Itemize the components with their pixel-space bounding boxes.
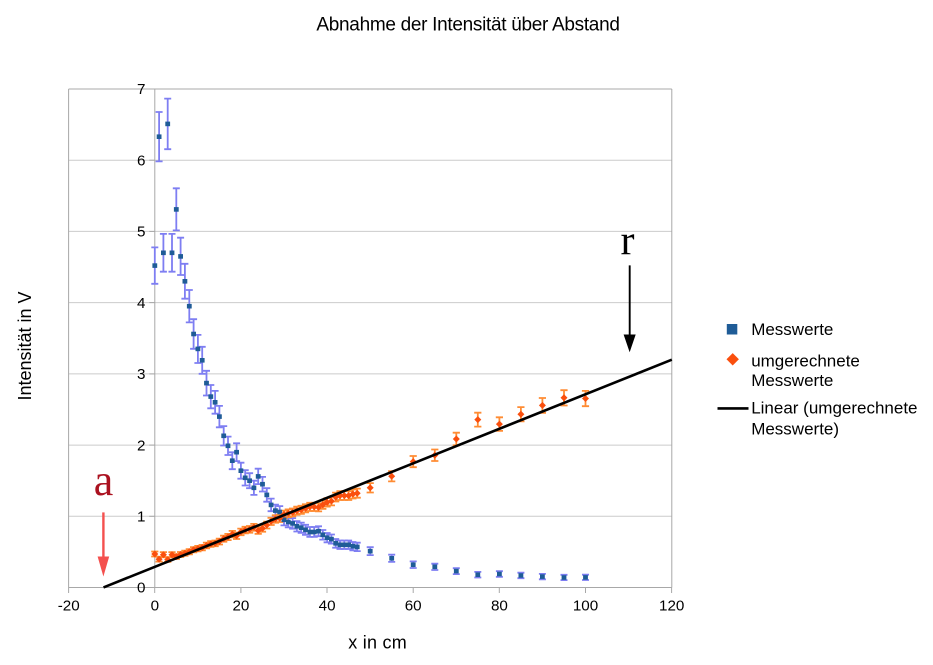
svg-text:3: 3: [137, 366, 145, 383]
svg-text:Messwerte): Messwerte): [751, 420, 839, 439]
svg-text:Messwerte: Messwerte: [751, 371, 833, 390]
svg-text:Intensität in V: Intensität in V: [15, 291, 35, 400]
svg-text:60: 60: [405, 598, 422, 615]
svg-text:Abnahme der Intensität über Ab: Abnahme der Intensität über Abstand: [316, 15, 619, 36]
svg-text:6: 6: [137, 152, 145, 169]
svg-text:100: 100: [573, 598, 598, 615]
svg-text:4: 4: [137, 295, 145, 312]
svg-text:5: 5: [137, 224, 145, 241]
svg-text:7: 7: [137, 81, 145, 98]
svg-text:-20: -20: [58, 598, 80, 615]
svg-text:Linear (umgerechnete: Linear (umgerechnete: [751, 399, 917, 418]
svg-text:a: a: [94, 456, 114, 505]
svg-text:r: r: [621, 218, 635, 264]
svg-text:0: 0: [151, 598, 159, 615]
svg-text:1: 1: [137, 509, 145, 526]
svg-text:2: 2: [137, 437, 145, 454]
svg-text:120: 120: [659, 598, 684, 615]
svg-text:40: 40: [319, 598, 336, 615]
svg-text:Messwerte: Messwerte: [751, 320, 833, 339]
svg-text:80: 80: [491, 598, 508, 615]
svg-text:x in cm: x in cm: [348, 632, 407, 652]
svg-text:20: 20: [232, 598, 249, 615]
svg-text:0: 0: [137, 580, 145, 597]
svg-text:umgerechnete: umgerechnete: [751, 352, 860, 371]
